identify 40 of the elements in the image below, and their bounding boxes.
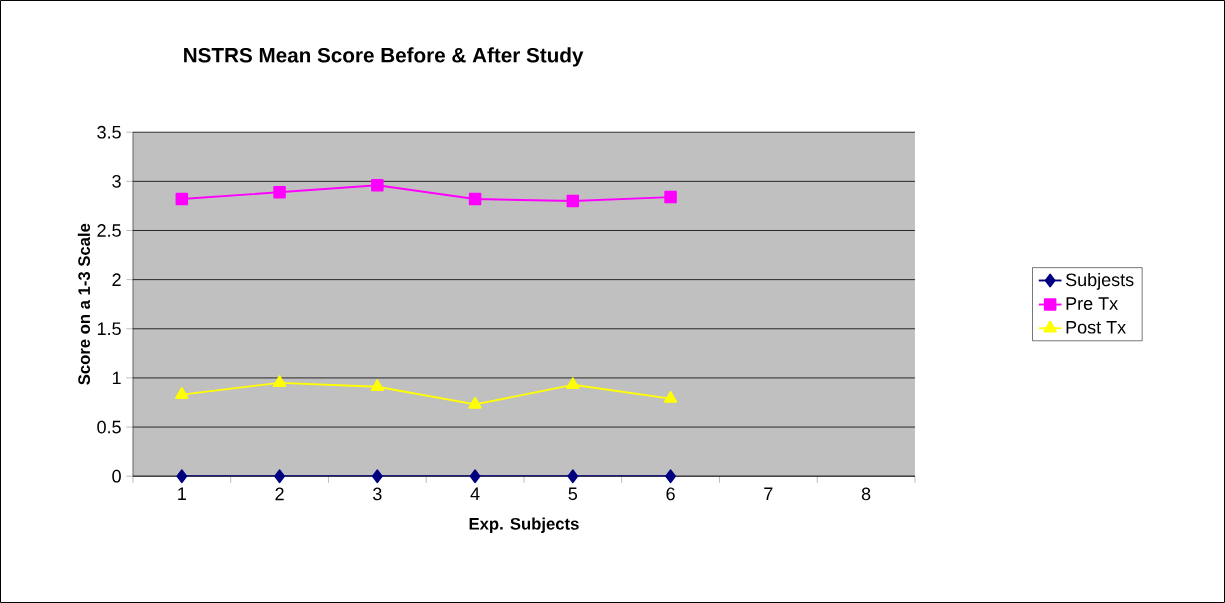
point bbox=[175, 192, 189, 206]
legend-label: Subjests bbox=[1065, 272, 1134, 290]
point bbox=[371, 469, 383, 484]
y-tick-label: 2.5 bbox=[97, 224, 121, 237]
x-tick-label: 6 bbox=[666, 487, 675, 501]
point bbox=[664, 190, 677, 204]
x-tick-label: 3 bbox=[373, 487, 382, 501]
point bbox=[469, 469, 481, 484]
point bbox=[567, 469, 579, 484]
x-tick-label: 4 bbox=[470, 487, 480, 500]
point bbox=[665, 469, 677, 484]
y-tick-label: 0.5 bbox=[97, 420, 121, 434]
y-tick-label: 3 bbox=[112, 174, 121, 188]
point bbox=[175, 387, 189, 399]
y-tick-label: 3.5 bbox=[97, 125, 121, 139]
point bbox=[468, 192, 482, 206]
point bbox=[370, 379, 385, 392]
legend-label: Post Tx bbox=[1066, 321, 1126, 334]
point bbox=[272, 375, 287, 388]
x-axis-title: Exp. Subjects bbox=[469, 517, 579, 533]
point bbox=[566, 194, 580, 208]
point bbox=[273, 185, 286, 199]
point bbox=[663, 390, 678, 403]
x-tick-label: 2 bbox=[275, 487, 284, 501]
y-axis-title: Score on a 1-3 Scale bbox=[77, 223, 91, 385]
point bbox=[371, 179, 384, 192]
x-tick-label: 1 bbox=[178, 487, 186, 500]
y-tick-label: 1 bbox=[112, 371, 121, 385]
chart-title: NSTRS Mean Score Before & After Study bbox=[184, 47, 584, 67]
x-tick-label: 7 bbox=[764, 487, 773, 500]
point bbox=[274, 469, 286, 484]
legend-label: Pre Tx bbox=[1066, 297, 1118, 310]
x-tick-label: 8 bbox=[861, 487, 871, 501]
y-tick-label: 1.5 bbox=[97, 322, 121, 336]
point bbox=[176, 469, 188, 484]
point bbox=[468, 396, 482, 409]
y-tick-label: 2 bbox=[112, 273, 121, 286]
point bbox=[566, 377, 580, 390]
y-tick-label: 0 bbox=[112, 469, 121, 483]
x-tick-label: 5 bbox=[568, 487, 578, 501]
